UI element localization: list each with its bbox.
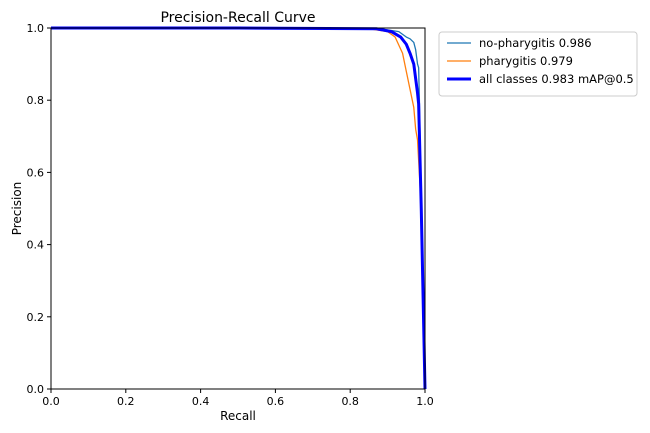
x-tick-label: 0.0 [42, 395, 60, 408]
series-layer [51, 26, 427, 390]
plot-frame [50, 27, 426, 390]
legend-entry-label: all classes 0.983 mAP@0.5 [479, 72, 634, 86]
y-tick-label: 0.6 [27, 166, 45, 179]
x-axis-label: Recall [220, 409, 256, 423]
legend-entry-label: pharygitis 0.979 [479, 54, 573, 68]
series-line-2 [51, 26, 427, 390]
x-tick-label: 0.4 [192, 395, 210, 408]
y-tick-label: 0.8 [27, 94, 45, 107]
y-axis-label: Precision [10, 182, 24, 236]
x-tick-label: 1.0 [416, 395, 434, 408]
x-tick-label: 0.2 [117, 395, 135, 408]
y-tick-label: 0.2 [27, 311, 45, 324]
y-axis-ticks: 0.0 0.2 0.4 0.6 0.8 1.0 [27, 22, 51, 396]
x-tick-label: 0.6 [267, 395, 285, 408]
x-axis-ticks: 0.0 0.2 0.4 0.6 0.8 1.0 [42, 389, 434, 408]
y-tick-label: 0.0 [27, 383, 45, 396]
x-tick-label: 0.8 [341, 395, 359, 408]
legend: no-pharygitis 0.986 pharygitis 0.979 all c… [438, 31, 638, 97]
y-tick-label: 0.4 [27, 239, 45, 252]
series-line-0 [51, 27, 426, 390]
legend-entry-label: no-pharygitis 0.986 [479, 36, 592, 50]
series-line-1 [51, 27, 426, 390]
y-tick-label: 1.0 [27, 22, 45, 35]
chart-title: Precision-Recall Curve [160, 10, 315, 26]
legend-box [438, 31, 638, 97]
